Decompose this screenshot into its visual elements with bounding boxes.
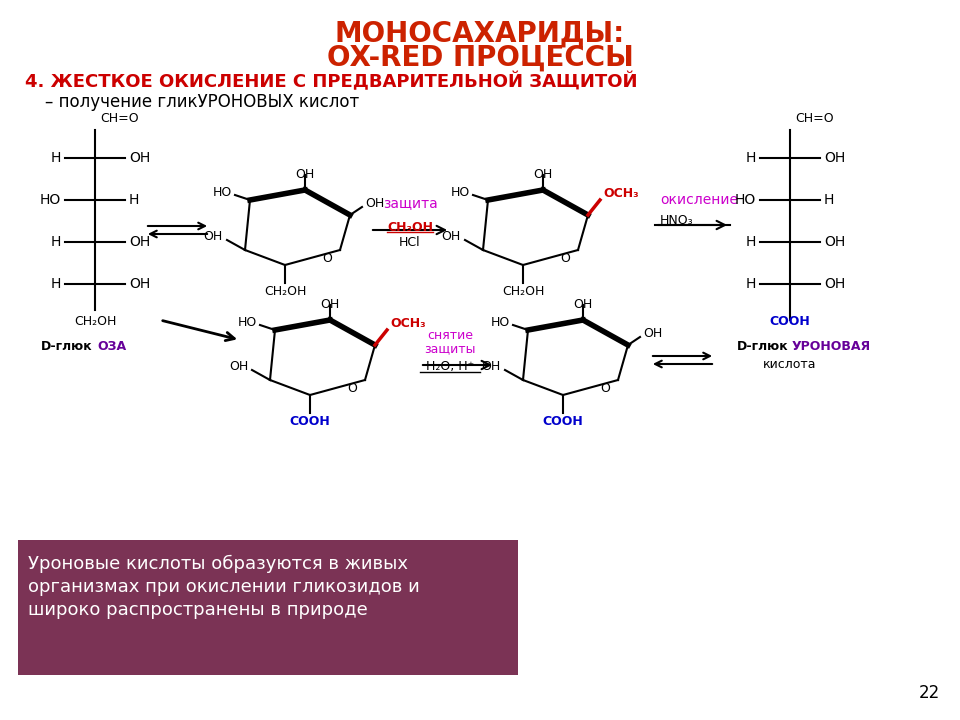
Text: организмах при окислении гликозидов и: организмах при окислении гликозидов и (28, 578, 420, 596)
Text: CH₃OH: CH₃OH (387, 220, 433, 233)
Text: окисление: окисление (660, 193, 738, 207)
Text: OH: OH (129, 277, 151, 291)
Text: OCH₃: OCH₃ (390, 317, 425, 330)
Text: HO: HO (491, 315, 510, 328)
Text: COOH: COOH (542, 415, 584, 428)
Text: H₂O, H⁺: H₂O, H⁺ (426, 359, 474, 372)
Text: CH₂OH: CH₂OH (502, 284, 544, 297)
Text: OH: OH (365, 197, 384, 210)
Text: HO: HO (451, 186, 470, 199)
Text: COOH: COOH (770, 315, 810, 328)
Text: 4. ЖЕСТКОЕ ОКИСЛЕНИЕ С ПРЕДВАРИТЕЛЬНОЙ ЗАЩИТОЙ: 4. ЖЕСТКОЕ ОКИСЛЕНИЕ С ПРЕДВАРИТЕЛЬНОЙ З… (25, 72, 637, 91)
Text: OH: OH (228, 359, 248, 372)
Text: МОНОСАХАРИДЫ:: МОНОСАХАРИДЫ: (335, 20, 625, 48)
Text: D-глюк: D-глюк (41, 340, 93, 353)
Text: 22: 22 (919, 684, 940, 702)
Text: – получение гликУРОНОВЫХ кислот: – получение гликУРОНОВЫХ кислот (45, 93, 359, 111)
Text: широко распространены в природе: широко распространены в природе (28, 601, 368, 619)
Text: HO: HO (734, 193, 756, 207)
Text: OH: OH (534, 168, 553, 181)
Text: HO: HO (213, 186, 232, 199)
Text: OH: OH (129, 151, 151, 165)
Text: O: O (322, 251, 332, 264)
Text: CH₂OH: CH₂OH (74, 315, 116, 328)
Text: H: H (746, 151, 756, 165)
Text: CH₂OH: CH₂OH (264, 284, 306, 297)
Text: OH: OH (573, 298, 592, 311)
Text: OH: OH (129, 235, 151, 249)
Text: OCH₃: OCH₃ (603, 186, 638, 199)
Text: D-глюк: D-глюк (736, 340, 788, 353)
Text: OH: OH (824, 277, 845, 291)
Text: H: H (51, 151, 61, 165)
Text: H: H (129, 193, 139, 207)
Text: COOH: COOH (290, 415, 330, 428)
Text: OH: OH (296, 168, 315, 181)
Text: H: H (746, 235, 756, 249)
Text: H: H (824, 193, 834, 207)
Text: HO: HO (238, 315, 257, 328)
Text: защиты: защиты (424, 343, 476, 356)
Text: CH=O: CH=O (100, 112, 138, 125)
Text: OX-RED ПРОЦЕССЫ: OX-RED ПРОЦЕССЫ (326, 44, 634, 72)
Text: HNO₃: HNO₃ (660, 214, 694, 227)
Text: HO: HO (39, 193, 61, 207)
Text: H: H (51, 277, 61, 291)
Text: защита: защита (383, 196, 438, 210)
Text: H: H (746, 277, 756, 291)
Text: OH: OH (824, 151, 845, 165)
Text: Уроновые кислоты образуются в живых: Уроновые кислоты образуются в живых (28, 555, 408, 573)
Text: OH: OH (442, 230, 461, 243)
Text: OH: OH (204, 230, 223, 243)
Text: OH: OH (643, 326, 662, 340)
Text: O: O (560, 251, 570, 264)
Text: H: H (51, 235, 61, 249)
FancyBboxPatch shape (18, 540, 518, 675)
Text: OH: OH (482, 359, 501, 372)
Text: УРОНОВАЯ: УРОНОВАЯ (792, 340, 871, 353)
Text: O: O (600, 382, 610, 395)
Text: ОЗА: ОЗА (97, 340, 126, 353)
Text: кислота: кислота (763, 358, 817, 371)
Text: HCl: HCl (399, 235, 420, 248)
Text: снятие: снятие (427, 328, 473, 341)
Text: O: O (348, 382, 357, 395)
Text: OH: OH (321, 298, 340, 311)
Text: OH: OH (824, 235, 845, 249)
Text: CH=O: CH=O (795, 112, 833, 125)
